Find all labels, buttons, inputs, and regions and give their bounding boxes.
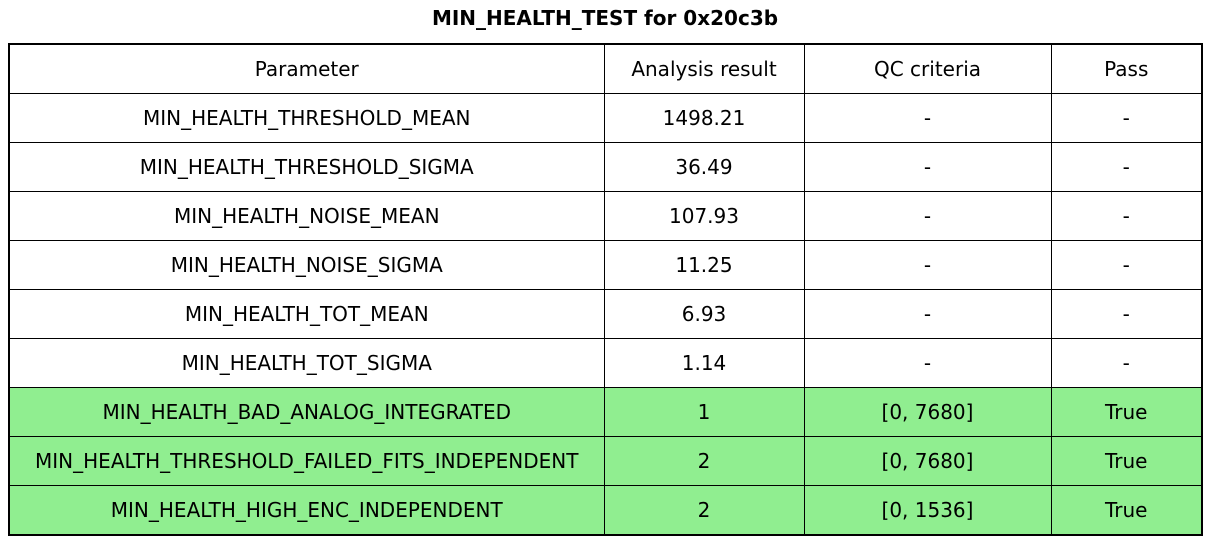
- cell-analysis-result: 1.14: [603, 338, 805, 388]
- cell-analysis-result: 2: [603, 485, 805, 536]
- cell-pass: -: [1050, 338, 1203, 388]
- column-header-parameter: Parameter: [8, 43, 605, 94]
- column-header-qc-criteria: QC criteria: [803, 43, 1052, 94]
- cell-parameter: MIN_HEALTH_TOT_MEAN: [8, 289, 605, 339]
- cell-parameter: MIN_HEALTH_BAD_ANALOG_INTEGRATED: [8, 387, 605, 437]
- cell-parameter: MIN_HEALTH_THRESHOLD_SIGMA: [8, 142, 605, 192]
- table-row: MIN_HEALTH_THRESHOLD_MEAN 1498.21 - -: [8, 93, 1203, 143]
- table-row: MIN_HEALTH_NOISE_SIGMA 11.25 - -: [8, 240, 1203, 290]
- cell-pass: -: [1050, 240, 1203, 290]
- table-row: MIN_HEALTH_THRESHOLD_FAILED_FITS_INDEPEN…: [8, 436, 1203, 486]
- cell-analysis-result: 1: [603, 387, 805, 437]
- cell-parameter: MIN_HEALTH_THRESHOLD_FAILED_FITS_INDEPEN…: [8, 436, 605, 486]
- column-header-pass: Pass: [1050, 43, 1203, 94]
- cell-qc-criteria: -: [803, 240, 1052, 290]
- table-row: MIN_HEALTH_TOT_MEAN 6.93 - -: [8, 289, 1203, 339]
- table-body: MIN_HEALTH_THRESHOLD_MEAN 1498.21 - - MI…: [8, 93, 1203, 536]
- cell-qc-criteria: [0, 1536]: [803, 485, 1052, 536]
- cell-parameter: MIN_HEALTH_NOISE_MEAN: [8, 191, 605, 241]
- table-row: MIN_HEALTH_NOISE_MEAN 107.93 - -: [8, 191, 1203, 241]
- cell-analysis-result: 36.49: [603, 142, 805, 192]
- cell-pass: -: [1050, 289, 1203, 339]
- cell-qc-criteria: -: [803, 142, 1052, 192]
- cell-qc-criteria: [0, 7680]: [803, 436, 1052, 486]
- header-row: Parameter Analysis result QC criteria Pa…: [8, 43, 1203, 94]
- cell-analysis-result: 1498.21: [603, 93, 805, 143]
- cell-qc-criteria: -: [803, 93, 1052, 143]
- table-row: MIN_HEALTH_TOT_SIGMA 1.14 - -: [8, 338, 1203, 388]
- table-row: MIN_HEALTH_HIGH_ENC_INDEPENDENT 2 [0, 15…: [8, 485, 1203, 536]
- cell-analysis-result: 6.93: [603, 289, 805, 339]
- cell-qc-criteria: [0, 7680]: [803, 387, 1052, 437]
- cell-pass: -: [1050, 191, 1203, 241]
- figure-title: MIN_HEALTH_TEST for 0x20c3b: [431, 6, 779, 30]
- cell-parameter: MIN_HEALTH_NOISE_SIGMA: [8, 240, 605, 290]
- column-header-analysis-result: Analysis result: [603, 43, 805, 94]
- cell-pass: -: [1050, 93, 1203, 143]
- cell-pass: True: [1050, 485, 1203, 536]
- table-header: Parameter Analysis result QC criteria Pa…: [8, 43, 1203, 94]
- results-table: Parameter Analysis result QC criteria Pa…: [8, 43, 1203, 536]
- table-row: MIN_HEALTH_THRESHOLD_SIGMA 36.49 - -: [8, 142, 1203, 192]
- cell-qc-criteria: -: [803, 191, 1052, 241]
- cell-qc-criteria: -: [803, 338, 1052, 388]
- cell-parameter: MIN_HEALTH_HIGH_ENC_INDEPENDENT: [8, 485, 605, 536]
- cell-analysis-result: 2: [603, 436, 805, 486]
- cell-parameter: MIN_HEALTH_THRESHOLD_MEAN: [8, 93, 605, 143]
- cell-pass: -: [1050, 142, 1203, 192]
- cell-pass: True: [1050, 387, 1203, 437]
- table-row: MIN_HEALTH_BAD_ANALOG_INTEGRATED 1 [0, 7…: [8, 387, 1203, 437]
- cell-pass: True: [1050, 436, 1203, 486]
- cell-analysis-result: 11.25: [603, 240, 805, 290]
- cell-qc-criteria: -: [803, 289, 1052, 339]
- cell-parameter: MIN_HEALTH_TOT_SIGMA: [8, 338, 605, 388]
- cell-analysis-result: 107.93: [603, 191, 805, 241]
